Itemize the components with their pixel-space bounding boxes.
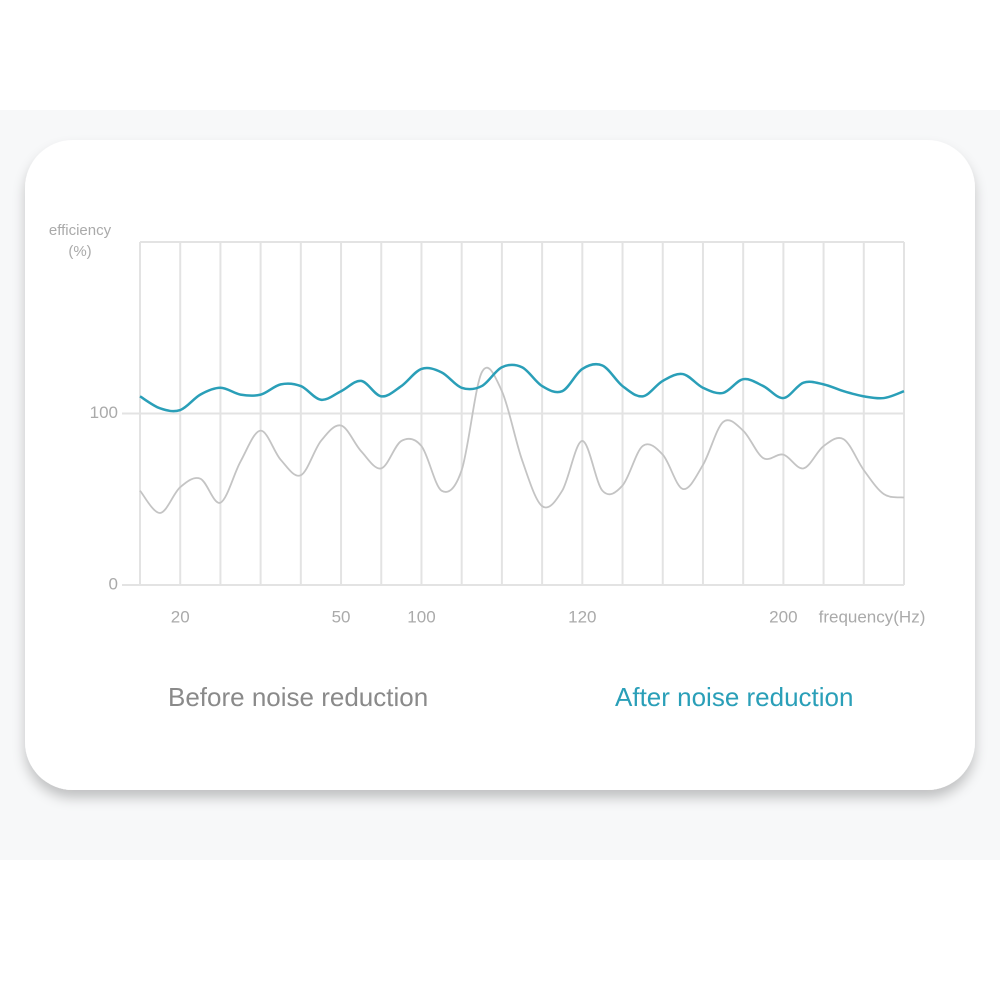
plot: 0 100 20 50 100 120 200 (90, 241, 905, 626)
y-tick-label: 100 (90, 403, 118, 422)
legend-entry: Before noise reduction (168, 682, 428, 712)
x-tick-label: 20 (171, 607, 190, 626)
y-tick-label: 0 (109, 574, 118, 593)
series-line (139, 362, 905, 413)
x-axis-label: frequency(Hz) (819, 607, 926, 626)
legend-entry: After noise reduction (615, 682, 853, 712)
y-axis-label: (%) (68, 243, 91, 260)
x-tick-label: 50 (332, 607, 351, 626)
card (25, 140, 975, 790)
x-tick-label: 120 (568, 607, 596, 626)
x-tick-label: 100 (407, 607, 435, 626)
series-line (139, 366, 905, 514)
x-tick-label: 200 (769, 607, 797, 626)
y-axis-label: efficiency (49, 222, 112, 239)
